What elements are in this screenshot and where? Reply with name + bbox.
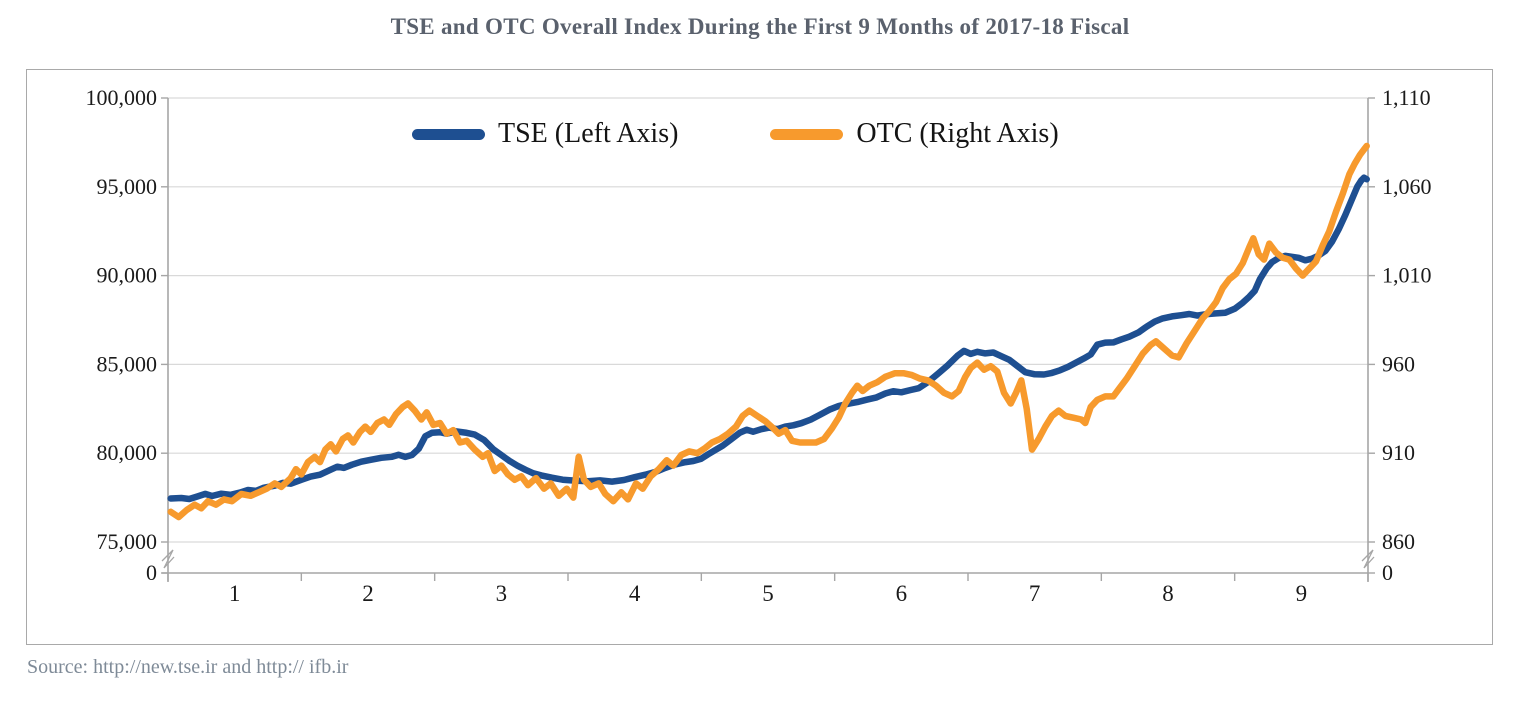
axis-break-icon bbox=[1361, 549, 1375, 569]
axis-break-icon bbox=[161, 549, 175, 569]
y-tick-label: 100,000 bbox=[86, 85, 158, 110]
y-tick-label: 1,060 bbox=[1382, 174, 1432, 199]
x-tick-label: 6 bbox=[896, 581, 908, 606]
y-zero-label: 0 bbox=[146, 560, 157, 585]
x-tick-label: 7 bbox=[1029, 581, 1041, 606]
legend-label-tse: TSE (Left Axis) bbox=[498, 118, 679, 149]
source-note: Source: http://new.tse.ir and http:// if… bbox=[27, 656, 349, 678]
x-tick-label: 5 bbox=[762, 581, 774, 606]
legend-item-otc: OTC (Right Axis) bbox=[770, 118, 1059, 149]
x-tick-label: 4 bbox=[629, 581, 641, 606]
y-tick-label: 1,110 bbox=[1382, 85, 1431, 110]
y-zero-label: 0 bbox=[1382, 560, 1393, 585]
y-tick-label: 1,010 bbox=[1382, 263, 1432, 288]
otc-line bbox=[167, 142, 1370, 521]
y-tick-label: 910 bbox=[1382, 440, 1415, 465]
x-tick-label: 1 bbox=[229, 581, 241, 606]
plot-border bbox=[26, 69, 1493, 645]
x-tick-label: 3 bbox=[496, 581, 508, 606]
x-axis: 1 2 3 4 5 6 7 8 9 bbox=[162, 572, 1369, 606]
legend-label-otc: OTC (Right Axis) bbox=[856, 118, 1059, 149]
y-tick-label: 960 bbox=[1382, 351, 1415, 376]
x-tick-label: 8 bbox=[1162, 581, 1174, 606]
chart-title: TSE and OTC Overall Index During the Fir… bbox=[390, 14, 1130, 39]
y-tick-label: 85,000 bbox=[97, 351, 158, 376]
right-axis: 1,110 1,060 1,010 960 910 860 0 bbox=[1361, 85, 1432, 585]
y-tick-label: 75,000 bbox=[97, 529, 158, 554]
x-tick-label: 2 bbox=[362, 581, 374, 606]
otc-line-swatch bbox=[770, 128, 844, 140]
left-axis: 100,000 95,000 90,000 85,000 80,000 75,000 0 bbox=[86, 85, 175, 585]
legend: TSE (Left Axis) OTC (Right Axis) bbox=[412, 120, 1059, 148]
y-tick-label: 90,000 bbox=[97, 263, 158, 288]
x-tick-label: 9 bbox=[1296, 581, 1308, 606]
tse-line bbox=[167, 174, 1370, 503]
legend-item-tse: TSE (Left Axis) bbox=[412, 120, 678, 148]
tse-line-swatch bbox=[412, 128, 485, 140]
y-tick-label: 80,000 bbox=[97, 440, 158, 465]
y-tick-label: 860 bbox=[1382, 529, 1415, 554]
y-tick-label: 95,000 bbox=[97, 174, 158, 199]
gridlines bbox=[168, 97, 1368, 543]
